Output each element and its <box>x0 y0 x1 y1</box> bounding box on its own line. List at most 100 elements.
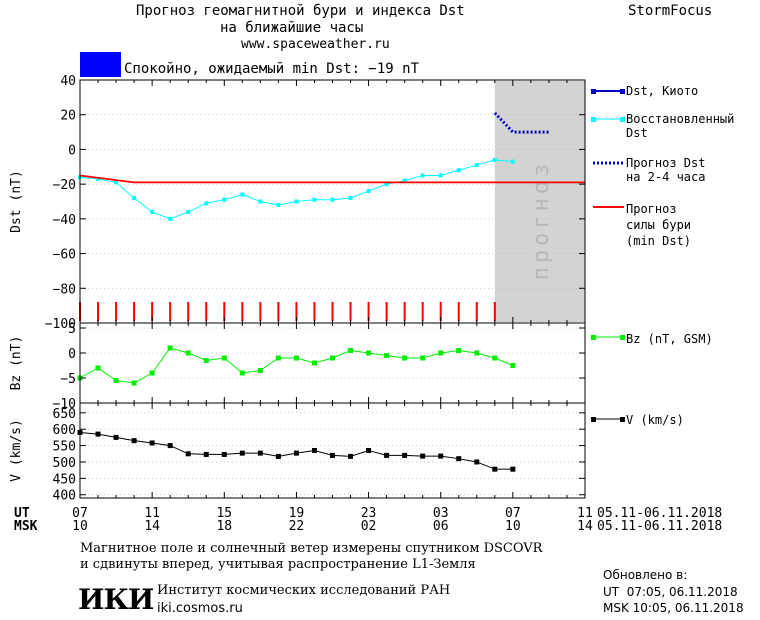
data-point <box>185 350 191 356</box>
data-point <box>474 459 480 465</box>
data-point <box>95 431 101 437</box>
y-tick-label: −20 <box>53 178 76 193</box>
data-point <box>330 197 335 202</box>
data-point <box>402 355 408 361</box>
msk-tick-label: 10 <box>505 519 521 534</box>
y-tick-label: −40 <box>53 213 76 228</box>
data-point <box>293 450 299 456</box>
data-point <box>330 452 335 458</box>
legend-marker-bz <box>591 335 596 340</box>
ut-tick-label: 03 <box>433 506 449 521</box>
data-point <box>222 197 227 202</box>
data-point <box>402 452 408 458</box>
data-point <box>203 358 209 363</box>
data-point <box>239 450 245 456</box>
msk-tick-label: 14 <box>144 519 160 534</box>
bz-panel-frame <box>79 322 586 404</box>
legend-storm-1: Прогноз <box>626 202 677 216</box>
legend-dst-forecast-1: Прогноз Dst <box>626 156 705 170</box>
legend-storm-3: (min Dst) <box>626 234 691 248</box>
data-point <box>474 350 480 356</box>
data-point <box>276 202 281 207</box>
updated-ut: UT 07:05, 06.11.2018 <box>603 585 738 599</box>
data-point <box>257 368 263 373</box>
legend-marker-restored <box>591 117 596 122</box>
data-point <box>438 173 443 178</box>
iki-logo: ИКИ <box>78 583 154 616</box>
data-point <box>150 209 155 214</box>
y-tick-label: −80 <box>53 282 76 297</box>
ut-tick-label: 23 <box>361 506 377 521</box>
updated-label: Обновлено в: <box>603 568 688 582</box>
data-point <box>167 443 173 449</box>
series-line <box>79 159 513 220</box>
grid-lines <box>80 114 585 496</box>
y-tick-label: 450 <box>53 472 76 487</box>
data-point <box>366 189 371 194</box>
data-point <box>492 466 498 472</box>
data-point <box>438 453 444 459</box>
data-point <box>149 440 155 446</box>
data-point <box>420 453 426 459</box>
data-point <box>95 365 101 371</box>
title-line-2: на ближайшие часы <box>220 20 364 36</box>
legend-dst-kyoto: Dst, Киото <box>626 84 698 98</box>
status-text: Спокойно, ожидаемый min Dst: −19 nT <box>124 61 420 77</box>
forecast-zone-label: прогноз <box>529 160 554 281</box>
data-point <box>275 453 281 459</box>
data-point <box>510 466 516 472</box>
y-tick-label: 20 <box>60 109 76 124</box>
data-point <box>149 370 155 376</box>
data-point <box>275 355 281 361</box>
data-point <box>221 451 227 457</box>
data-point <box>294 199 299 204</box>
data-point <box>402 178 407 183</box>
data-point <box>311 448 317 453</box>
data-point <box>510 159 515 164</box>
institute-site[interactable]: iki.cosmos.ru <box>157 601 243 616</box>
y-tick-label: −100 <box>45 317 76 332</box>
data-point <box>312 197 317 202</box>
data-point <box>185 451 191 457</box>
y-tick-label: −60 <box>53 248 76 263</box>
y-axis-label: Bz (nT) <box>9 336 24 391</box>
data-point <box>131 380 137 386</box>
y-axis-label: V (km/s) <box>9 419 24 482</box>
legend-dst-forecast-2: на 2-4 часа <box>626 170 705 184</box>
y-tick-label: 400 <box>53 489 76 504</box>
data-point <box>384 353 390 358</box>
data-point <box>113 434 119 440</box>
status-color-box <box>80 52 121 77</box>
ut-label: UT <box>14 506 30 521</box>
data-point <box>221 355 227 361</box>
data-point <box>456 456 462 462</box>
ut-tick-label: 11 <box>577 506 593 521</box>
data-point <box>311 360 317 366</box>
data-point <box>203 451 209 457</box>
data-point <box>132 196 137 201</box>
date-range-ut: 05.11-06.11.2018 <box>597 506 722 521</box>
y-tick-label: 500 <box>53 456 76 471</box>
data-point <box>348 348 354 353</box>
series-line <box>79 174 585 184</box>
data-point <box>131 438 137 444</box>
data-point <box>167 345 173 351</box>
website-link[interactable]: www.spaceweather.ru <box>241 37 390 52</box>
ut-tick-label: 19 <box>289 506 305 521</box>
y-axis-label: Dst (nT) <box>9 170 24 233</box>
data-point <box>240 192 245 197</box>
ut-tick-label: 11 <box>144 506 160 521</box>
msk-tick-label: 10 <box>72 519 88 534</box>
ut-tick-label: 07 <box>72 506 88 521</box>
data-point <box>168 216 173 221</box>
data-point <box>492 355 498 361</box>
data-point <box>366 350 372 356</box>
data-point <box>474 163 479 168</box>
data-point <box>456 168 461 173</box>
footer-note-line-2: и сдвинуты вперед, учитывая распростране… <box>80 557 476 572</box>
y-tick-label: 550 <box>53 440 76 455</box>
title-line-1: Прогноз геомагнитной бури и индекса Dst <box>136 3 465 19</box>
date-range-msk: 05.11-06.11.2018 <box>597 519 722 534</box>
legend-marker-kyoto <box>591 89 596 94</box>
